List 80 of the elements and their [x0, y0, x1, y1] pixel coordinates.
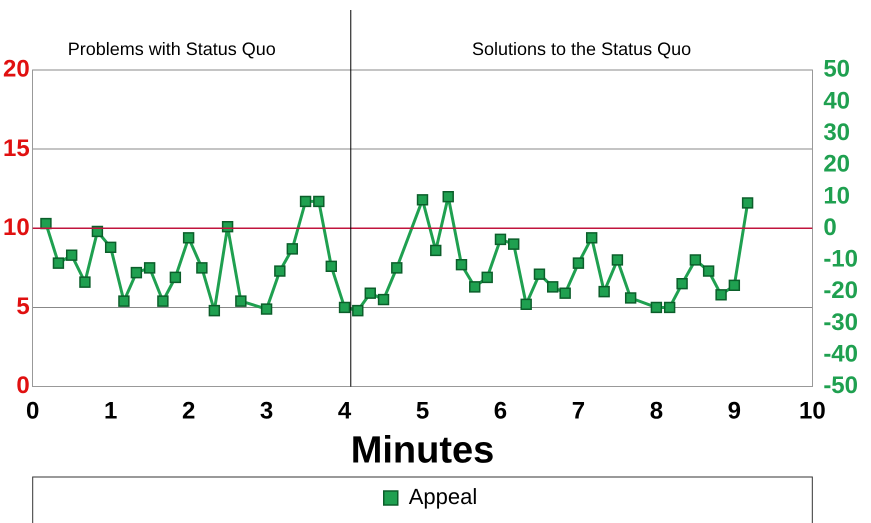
point: [391, 262, 402, 274]
y2-tick-label: -30: [823, 308, 858, 336]
x-tick-label: 10: [798, 398, 826, 425]
point: [170, 272, 182, 284]
point: [702, 265, 714, 277]
point: [416, 194, 428, 206]
y-tick-label: 0: [16, 372, 30, 400]
point: [66, 250, 78, 261]
x-tick-label: 4: [338, 398, 352, 425]
point: [364, 288, 376, 299]
legend-label: Appeal: [408, 484, 478, 510]
x-tick-label: 2: [182, 398, 196, 425]
y2-tick-label: 20: [823, 150, 850, 178]
point: [572, 257, 584, 269]
point: [208, 304, 220, 316]
point: [338, 302, 350, 314]
point: [157, 295, 169, 307]
x-tick-label: 6: [494, 398, 508, 425]
x-tick-label: 9: [728, 398, 742, 425]
point: [130, 266, 142, 278]
y2-tick-label: 30: [823, 118, 850, 146]
y-tick-label: 15: [2, 134, 30, 162]
point: [326, 260, 337, 272]
point: [520, 298, 532, 310]
point: [715, 289, 727, 300]
point: [664, 302, 676, 314]
text: Solutions to the Status Quo: [472, 38, 692, 59]
point: [469, 281, 480, 293]
point: [313, 196, 325, 208]
x-tick-label: 3: [260, 398, 274, 425]
point: [559, 288, 571, 299]
point: [378, 294, 390, 306]
point: [547, 281, 558, 293]
point: [352, 304, 364, 316]
point: [624, 292, 636, 304]
point: [442, 190, 454, 202]
x-tick-label: 5: [416, 398, 430, 425]
point: [508, 238, 520, 250]
point: [534, 268, 546, 280]
point: [494, 234, 506, 246]
y2-tick-label: 40: [823, 87, 850, 114]
point: [456, 259, 468, 270]
y2-tick-label: 50: [823, 56, 850, 83]
point: [676, 278, 688, 290]
y2-tick-label: -10: [823, 246, 858, 273]
point: [612, 254, 624, 266]
y2-tick-label: 10: [823, 182, 850, 210]
point: [650, 302, 662, 314]
point: [40, 218, 52, 230]
text: Problems with Status Quo: [68, 38, 276, 59]
point: [286, 243, 298, 255]
point: [430, 244, 442, 256]
point: [196, 262, 208, 274]
point: [52, 257, 64, 269]
y2-tick-label: -20: [823, 277, 858, 304]
y-tick-label: 20: [2, 56, 30, 83]
y-tick-label: 10: [2, 214, 30, 241]
point: [598, 286, 610, 298]
y2-tick-label: 0: [823, 214, 837, 241]
y-tick-label: 5: [16, 293, 30, 320]
point: [300, 196, 312, 208]
point: [586, 232, 598, 244]
point: [728, 280, 740, 291]
point: [79, 276, 91, 288]
point: [742, 197, 754, 209]
point: [482, 272, 493, 284]
point: [104, 242, 116, 253]
x-tick-label: 7: [572, 398, 586, 425]
point: [118, 295, 130, 307]
x-tick-label: 1: [104, 398, 118, 425]
point: [274, 265, 286, 277]
x-axis-title: Minutes: [350, 430, 494, 472]
point: [182, 232, 194, 244]
y2-tick-label: -40: [823, 340, 858, 368]
point: [260, 303, 272, 315]
point: [144, 262, 156, 274]
x-tick-label: 8: [650, 398, 664, 425]
point: [235, 295, 247, 307]
y2-tick-label: -50: [823, 372, 858, 400]
point: [690, 254, 702, 266]
